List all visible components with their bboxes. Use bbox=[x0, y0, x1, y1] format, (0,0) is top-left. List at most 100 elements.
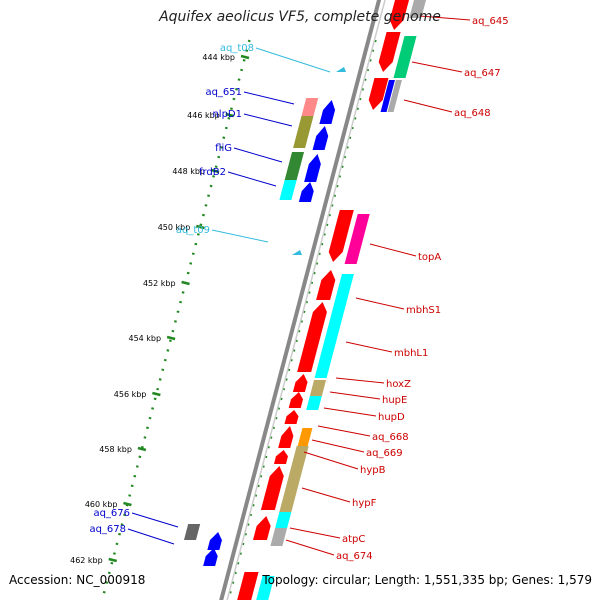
topology-text: Topology: circular; Length: 1,551,335 bp… bbox=[262, 573, 592, 587]
kbp-label: 450 kbp bbox=[158, 223, 191, 232]
gene-topA bbox=[328, 210, 354, 262]
label-leader bbox=[411, 61, 463, 73]
trna-marker-aq_t09 bbox=[292, 250, 302, 255]
gene-label-aq_669: aq_669 bbox=[366, 448, 403, 459]
gene-hupE bbox=[288, 392, 304, 408]
gene-label-hupD: hupD bbox=[378, 412, 405, 423]
cog-band bbox=[284, 152, 305, 180]
label-leader bbox=[419, 15, 471, 21]
label-leader bbox=[227, 171, 277, 187]
kbp-tick bbox=[137, 446, 147, 452]
label-leader bbox=[243, 113, 293, 127]
cog-band bbox=[409, 0, 426, 18]
kbp-tick bbox=[181, 280, 190, 286]
cog-band bbox=[279, 180, 297, 200]
kbp-label: 458 kbp bbox=[99, 445, 132, 454]
gene-label-frdB2: frdB2 bbox=[199, 167, 226, 178]
gene-label-hypB: hypB bbox=[360, 465, 386, 476]
gene-hypF bbox=[260, 466, 284, 510]
gene-label-aq_676: aq_676 bbox=[93, 508, 130, 519]
gene-aq_647 bbox=[378, 32, 401, 72]
gene-label-hypF: hypF bbox=[352, 498, 377, 509]
cog-band bbox=[344, 214, 370, 264]
gene-label-nlpD1: nlpD1 bbox=[212, 109, 242, 120]
cog-band bbox=[270, 528, 288, 546]
kbp-label: 444 kbp bbox=[202, 53, 235, 62]
kbp-tick bbox=[108, 557, 118, 563]
label-leader bbox=[211, 229, 269, 243]
gene-label-aq_668: aq_668 bbox=[372, 432, 409, 443]
gene-frdB2 bbox=[298, 182, 314, 202]
gene-label-aq_648: aq_648 bbox=[454, 108, 491, 119]
kbp-tick bbox=[152, 391, 161, 397]
label-leader bbox=[233, 147, 283, 163]
genome-title: Aquifex aeolicus VF5, complete genome bbox=[159, 9, 441, 25]
cog-band bbox=[306, 396, 322, 410]
label-leader bbox=[127, 528, 175, 545]
gene-hupD bbox=[284, 410, 299, 424]
label-leader bbox=[289, 527, 341, 539]
label-leader bbox=[243, 91, 295, 105]
label-leader bbox=[335, 377, 385, 384]
label-leader bbox=[355, 297, 405, 310]
label-leader bbox=[329, 391, 381, 400]
gene-aq_648 bbox=[368, 78, 389, 110]
gene-label-aq_647: aq_647 bbox=[464, 68, 501, 79]
gene-nlpD1 bbox=[312, 126, 329, 150]
gene-label-aq_t08: aq_t08 bbox=[220, 43, 254, 54]
cog-band bbox=[387, 80, 402, 112]
gene-next bbox=[237, 572, 259, 600]
gene-aq_651 bbox=[319, 100, 336, 124]
cog-band bbox=[309, 380, 327, 396]
kbp-label: 454 kbp bbox=[128, 334, 161, 343]
gene-label-atpC: atpC bbox=[342, 534, 365, 545]
gene-atpC bbox=[252, 516, 271, 540]
label-leader bbox=[345, 341, 393, 353]
cog-band bbox=[297, 428, 313, 446]
label-leader bbox=[255, 47, 331, 73]
gene-hoxZ bbox=[292, 374, 308, 392]
kbp-label: 448 kbp bbox=[172, 167, 205, 176]
label-leader bbox=[311, 439, 365, 453]
kbp-tick bbox=[123, 501, 132, 507]
kbp-tick bbox=[210, 168, 220, 174]
gene-aq_668 bbox=[278, 426, 294, 448]
kbp-label: 456 kbp bbox=[114, 390, 147, 399]
label-leader bbox=[323, 407, 377, 417]
label-leader bbox=[403, 99, 453, 113]
label-leader bbox=[301, 487, 351, 503]
cog-band bbox=[279, 446, 309, 512]
gene-aq_678 bbox=[203, 548, 218, 566]
gene-label-hoxZ: hoxZ bbox=[386, 379, 411, 390]
gene-label-mbhL1: mbhL1 bbox=[394, 348, 428, 359]
accession-text: Accession: NC_000918 bbox=[9, 573, 146, 587]
kbp-label: 462 kbp bbox=[70, 556, 103, 565]
gene-mbhS1 bbox=[316, 270, 336, 300]
gene-label-topA: topA bbox=[418, 252, 441, 263]
kbp-tick bbox=[195, 224, 205, 230]
cog-band bbox=[183, 524, 201, 540]
gene-label-aq_674: aq_674 bbox=[336, 551, 373, 562]
trna-marker-aq_t08 bbox=[336, 67, 346, 72]
label-leader bbox=[285, 539, 335, 556]
cog-band bbox=[275, 512, 292, 528]
gene-label-aq_t09: aq_t09 bbox=[176, 225, 210, 236]
label-leader bbox=[369, 243, 417, 257]
cog-band bbox=[256, 576, 275, 600]
cog-band bbox=[293, 116, 314, 148]
kbp-label: 452 kbp bbox=[143, 279, 176, 288]
gene-label-hupE: hupE bbox=[382, 395, 407, 406]
kbp-tick bbox=[225, 112, 235, 118]
gene-mbhL1 bbox=[297, 302, 327, 372]
gene-aq_669 bbox=[273, 450, 288, 464]
gene-aq_645 bbox=[389, 0, 409, 30]
cog-band bbox=[301, 98, 319, 116]
kbp-tick bbox=[240, 54, 250, 60]
gene-label-aq_651: aq_651 bbox=[205, 87, 242, 98]
gene-label-mbhS1: mbhS1 bbox=[406, 305, 441, 316]
gene-label-aq_678: aq_678 bbox=[89, 524, 126, 535]
gene-fliG bbox=[304, 154, 321, 182]
kbp-tick bbox=[166, 335, 176, 341]
